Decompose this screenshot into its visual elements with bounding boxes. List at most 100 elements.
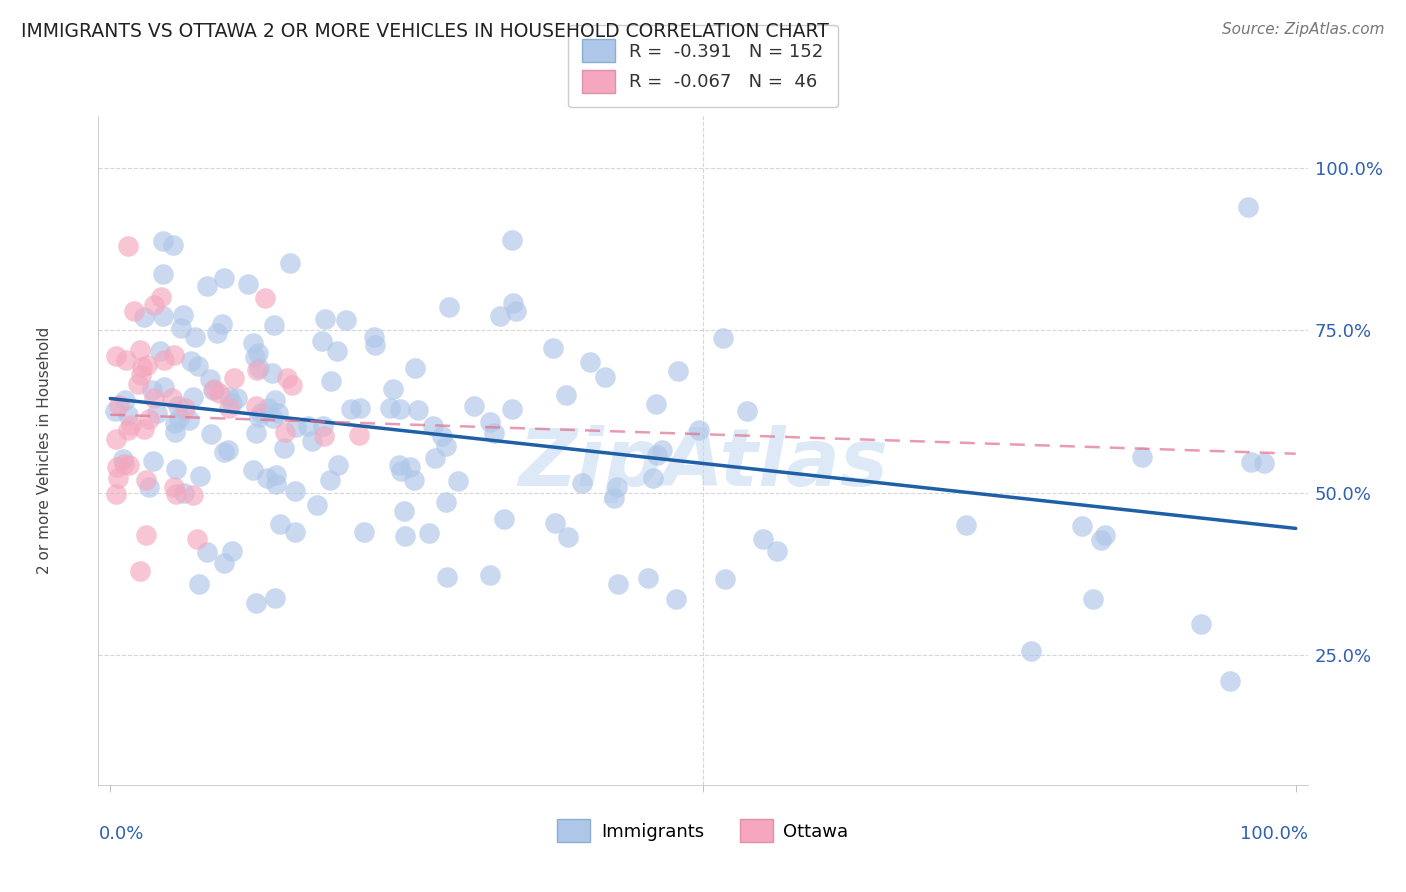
- Point: [388, 458, 411, 472]
- Point: [202, 382, 225, 396]
- Point: [181, 488, 204, 502]
- Point: [637, 571, 659, 585]
- Point: [668, 364, 690, 378]
- Point: [205, 326, 228, 340]
- Point: [766, 543, 789, 558]
- Point: [380, 401, 402, 416]
- Point: [195, 545, 218, 559]
- Point: [605, 480, 627, 494]
- Point: [146, 406, 169, 420]
- Point: [247, 360, 270, 375]
- Point: [544, 516, 567, 530]
- Point: [225, 391, 247, 405]
- Point: [105, 349, 128, 363]
- Point: [142, 391, 165, 405]
- Point: [301, 434, 323, 448]
- Point: [200, 372, 222, 386]
- Point: [138, 411, 160, 425]
- Point: [167, 410, 190, 425]
- Point: [180, 354, 202, 368]
- Point: [284, 420, 307, 434]
- Point: [955, 517, 977, 532]
- Point: [149, 343, 172, 358]
- Point: [246, 362, 269, 376]
- Point: [363, 330, 385, 344]
- Point: [394, 504, 416, 518]
- Point: [501, 402, 523, 417]
- Point: [245, 425, 267, 440]
- Point: [254, 291, 277, 305]
- Point: [711, 331, 734, 345]
- Point: [188, 469, 211, 483]
- Point: [434, 439, 457, 453]
- Point: [319, 473, 342, 487]
- Point: [264, 468, 287, 483]
- Point: [200, 426, 222, 441]
- Point: [555, 388, 578, 402]
- Point: [104, 404, 127, 418]
- Point: [1189, 617, 1212, 632]
- Point: [274, 425, 297, 439]
- Point: [211, 318, 233, 332]
- Point: [281, 377, 304, 392]
- Point: [242, 336, 264, 351]
- Point: [208, 385, 231, 400]
- Point: [118, 458, 141, 472]
- Point: [117, 409, 139, 423]
- Point: [278, 256, 301, 270]
- Point: [152, 267, 174, 281]
- Point: [571, 475, 593, 490]
- Point: [404, 474, 426, 488]
- Point: [425, 450, 447, 465]
- Point: [398, 460, 420, 475]
- Point: [1219, 673, 1241, 688]
- Point: [273, 442, 295, 456]
- Point: [1090, 533, 1112, 547]
- Point: [751, 532, 773, 546]
- Point: [135, 527, 157, 541]
- Point: [127, 376, 149, 391]
- Point: [263, 591, 285, 606]
- Point: [326, 344, 349, 359]
- Point: [160, 392, 183, 406]
- Point: [257, 401, 280, 415]
- Point: [186, 532, 208, 546]
- Point: [108, 398, 131, 412]
- Point: [163, 425, 186, 439]
- Point: [1253, 456, 1275, 470]
- Point: [245, 596, 267, 610]
- Text: ZipAtlas: ZipAtlas: [517, 425, 889, 503]
- Point: [129, 564, 152, 578]
- Point: [197, 278, 219, 293]
- Point: [181, 391, 204, 405]
- Point: [665, 591, 688, 606]
- Text: 100.0%: 100.0%: [1240, 825, 1308, 843]
- Point: [105, 487, 128, 501]
- Point: [505, 303, 527, 318]
- Point: [174, 401, 197, 415]
- Point: [163, 348, 186, 362]
- Point: [501, 233, 523, 247]
- Point: [406, 403, 429, 417]
- Point: [1240, 455, 1263, 469]
- Point: [250, 406, 273, 420]
- Legend: Immigrants, Ottawa: Immigrants, Ottawa: [550, 812, 856, 849]
- Point: [645, 448, 668, 462]
- Point: [1130, 450, 1153, 465]
- Point: [502, 296, 524, 310]
- Point: [314, 312, 336, 326]
- Point: [131, 360, 153, 375]
- Point: [247, 346, 270, 360]
- Point: [264, 477, 287, 491]
- Point: [735, 403, 758, 417]
- Point: [1237, 200, 1260, 214]
- Point: [136, 358, 159, 372]
- Point: [122, 303, 145, 318]
- Point: [153, 353, 176, 368]
- Point: [111, 451, 134, 466]
- Point: [489, 309, 512, 323]
- Point: [422, 419, 444, 434]
- Point: [269, 516, 291, 531]
- Point: [141, 383, 163, 397]
- Point: [264, 393, 287, 408]
